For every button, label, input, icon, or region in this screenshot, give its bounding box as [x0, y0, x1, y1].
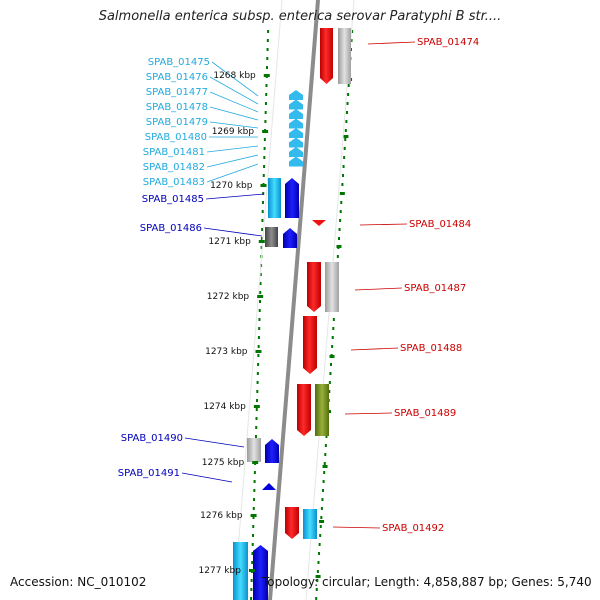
gene-arrow [289, 156, 303, 167]
gene-label-left[interactable]: SPAB_01480 [145, 132, 207, 143]
gene-label-right[interactable]: SPAB_01487 [404, 283, 466, 294]
gene-arrow [289, 109, 303, 119]
gene-label-left[interactable]: SPAB_01491 [118, 468, 180, 479]
gene-box [315, 384, 329, 436]
gene-label-left[interactable]: SPAB_01485 [142, 194, 204, 205]
gene-label-right[interactable]: SPAB_01484 [409, 219, 471, 230]
gene-arrow [289, 90, 303, 100]
gene-label-left[interactable]: SPAB_01475 [148, 57, 210, 68]
tick-label: 1269 kbp [212, 127, 255, 137]
gene-label-left[interactable]: SPAB_01490 [121, 433, 183, 444]
gene-label-left[interactable]: SPAB_01479 [146, 117, 208, 128]
tick-label: 1274 kbp [203, 402, 246, 412]
gene-arrow [289, 118, 303, 129]
gene-arrow [320, 28, 333, 84]
gene-arrow [303, 316, 317, 374]
accession-text: Accession: NC_010102 [10, 575, 147, 589]
gene-label-left[interactable]: SPAB_01482 [143, 162, 205, 173]
gene-arrow [265, 439, 279, 463]
gene-label-right[interactable]: SPAB_01492 [382, 523, 444, 534]
tick-label: 1272 kbp [207, 292, 250, 302]
gene-arrow [285, 178, 299, 218]
gene-label-left[interactable]: SPAB_01486 [140, 223, 202, 234]
gene-arrow [285, 507, 299, 539]
tick-label: 1276 kbp [200, 511, 243, 521]
gene-label-right[interactable]: SPAB_01488 [400, 343, 462, 354]
gene-arrow [297, 384, 311, 436]
gene-box [268, 178, 281, 218]
genome-title: Salmonella enterica subsp. enterica sero… [98, 9, 502, 24]
gene-label-right[interactable]: SPAB_01489 [394, 408, 456, 419]
gene-arrow [307, 262, 321, 312]
gene-box [303, 509, 317, 539]
gene-arrow [289, 147, 303, 157]
gene-arrow [253, 545, 268, 600]
topology-text: Topology: circular; Length: 4,858,887 bp… [262, 575, 592, 589]
gene-label-left[interactable]: SPAB_01481 [143, 147, 205, 158]
gene-box [247, 438, 261, 462]
gene-arrow [289, 137, 303, 148]
gene-label-right[interactable]: SPAB_01474 [417, 37, 479, 48]
tick-label: 1277 kbp [199, 566, 242, 576]
tick-label: 1270 kbp [210, 181, 253, 191]
gene-box [325, 262, 339, 312]
gene-label-left[interactable]: SPAB_01477 [146, 87, 208, 98]
gene-arrow [289, 128, 303, 138]
tick-label: 1268 kbp [213, 71, 256, 81]
tick-label: 1273 kbp [205, 347, 248, 357]
gene-arrow [283, 228, 297, 248]
tick-label: 1275 kbp [202, 458, 245, 468]
gene-box [265, 227, 278, 247]
gene-arrow [289, 99, 303, 110]
tick-label: 1271 kbp [208, 237, 251, 247]
gene-arrow [262, 483, 276, 490]
gene-label-left[interactable]: SPAB_01476 [146, 72, 208, 83]
gene-box [233, 542, 248, 600]
gene-arrow [312, 220, 326, 226]
gene-label-left[interactable]: SPAB_01478 [146, 102, 208, 113]
gene-box [338, 28, 351, 84]
backbone-line [268, 0, 320, 600]
gene-label-left[interactable]: SPAB_01483 [143, 177, 205, 188]
